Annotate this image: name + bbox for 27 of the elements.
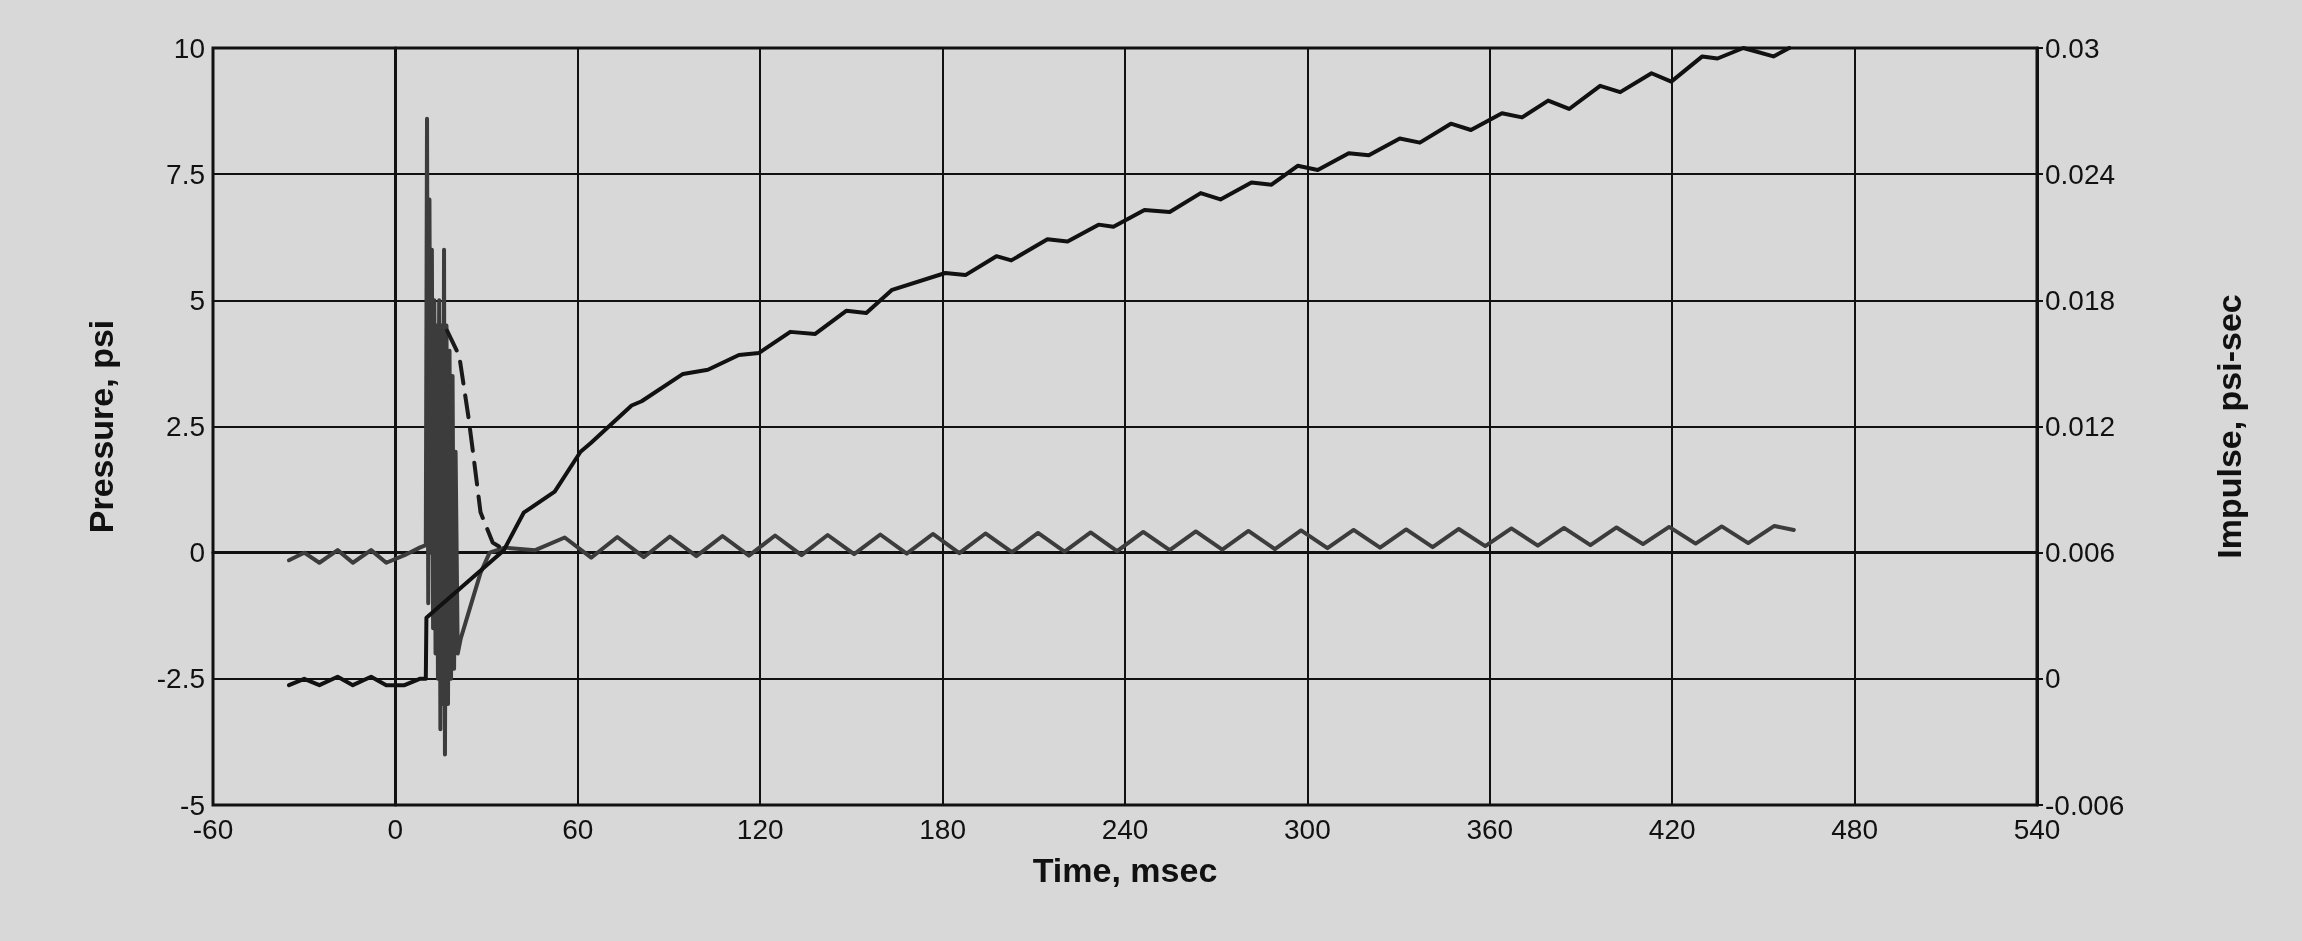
y-tick-label: 0: [189, 537, 205, 569]
x-tick-label: 420: [1648, 813, 1696, 845]
y-tick-label: 7.5: [166, 158, 205, 190]
y2-tick-label: 0.024: [2045, 158, 2116, 190]
line-series: [287, 116, 1796, 757]
y2-tick-label: 0.018: [2045, 284, 2116, 316]
y2-axis-title: Impulse, psi-sec: [2210, 294, 2248, 559]
x-tick-label: 360: [1466, 813, 1514, 845]
y-tick-label: 10: [173, 32, 205, 64]
y2-tick-label: -0.006: [2045, 789, 2125, 821]
y-tick-label: -2.5: [156, 663, 205, 695]
y2-tick-label: 0.03: [2045, 32, 2100, 64]
y-tick-label: -5: [180, 789, 205, 821]
x-axis-title: Time, msec: [1032, 851, 1218, 889]
x-tick-label: 120: [736, 813, 784, 845]
y2-tick-label: 0: [2045, 663, 2061, 695]
y-axis-title: Pressure, psi: [82, 319, 120, 534]
y2-tick-label: 0.006: [2045, 537, 2116, 569]
x-tick-label: 240: [1101, 813, 1149, 845]
x-tick-label: 0: [387, 813, 404, 845]
x-tick-label: 300: [1284, 813, 1331, 845]
x-tick-label: 480: [1831, 813, 1878, 845]
y-tick-label: 2.5: [166, 411, 205, 442]
y-tick-label: 5: [189, 284, 205, 316]
y2-tick-label: 0.012: [2045, 411, 2116, 442]
x-tick-label: 60: [562, 813, 594, 845]
x-tick-label: 180: [919, 813, 966, 845]
